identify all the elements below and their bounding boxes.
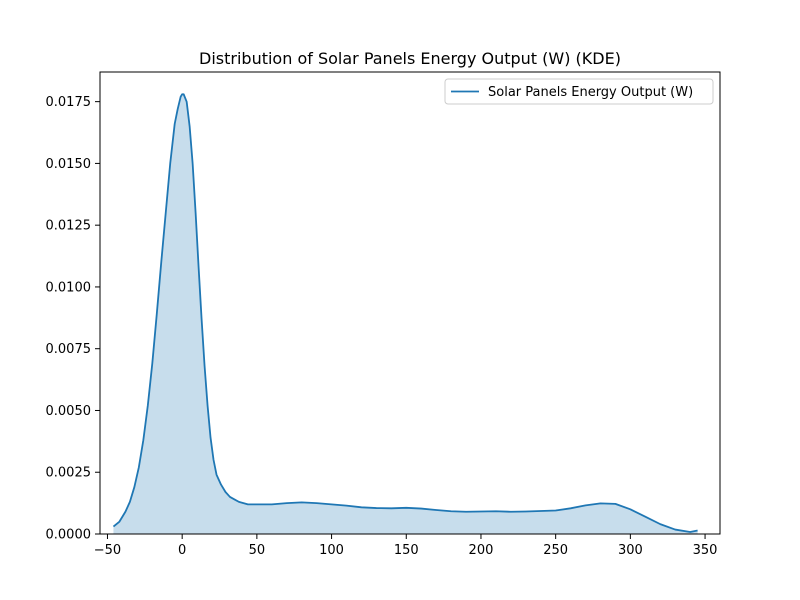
y-tick-label: 0.0100 bbox=[46, 280, 92, 295]
x-tick-label: −50 bbox=[94, 543, 121, 558]
x-tick-label: 50 bbox=[249, 543, 266, 558]
series-0-area bbox=[113, 94, 698, 535]
x-tick-label: 150 bbox=[394, 543, 419, 558]
y-tick-label: 0.0075 bbox=[46, 342, 92, 357]
legend-label: Solar Panels Energy Output (W) bbox=[488, 85, 693, 100]
y-tick-label: 0.0125 bbox=[46, 219, 92, 234]
axes-frame bbox=[99, 71, 721, 535]
y-tick-label: 0.0000 bbox=[46, 528, 92, 543]
x-tick-label: 250 bbox=[543, 543, 568, 558]
plot-area bbox=[112, 93, 698, 535]
x-tick-label: 350 bbox=[693, 543, 718, 558]
y-tick-label: 0.0025 bbox=[46, 466, 92, 481]
x-tick-label: 100 bbox=[319, 543, 344, 558]
x-tick-label: 200 bbox=[469, 543, 494, 558]
chart-title: Distribution of Solar Panels Energy Outp… bbox=[199, 49, 621, 68]
x-tick-label: 300 bbox=[618, 543, 643, 558]
y-tick-label: 0.0150 bbox=[46, 157, 92, 172]
y-tick-label: 0.0175 bbox=[46, 95, 92, 110]
legend: Solar Panels Energy Output (W) bbox=[444, 78, 714, 105]
series-0-line bbox=[112, 93, 698, 533]
y-tick-label: 0.0050 bbox=[46, 404, 92, 419]
legend-box bbox=[444, 78, 714, 105]
x-tick-label: 0 bbox=[178, 543, 186, 558]
axes: −50 0 50 100 150 200 250 300 350 0.0000 0.0025 0.00… bbox=[46, 71, 721, 558]
